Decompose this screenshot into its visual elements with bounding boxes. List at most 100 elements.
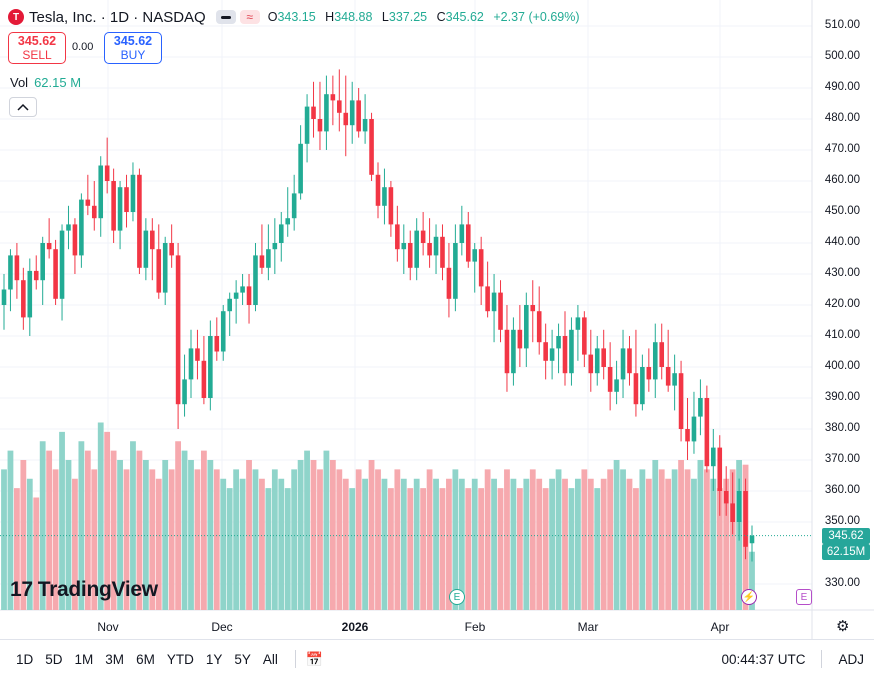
candle bbox=[536, 311, 542, 343]
volume-bar bbox=[142, 460, 149, 610]
candle bbox=[59, 230, 65, 299]
compare-icon[interactable]: ≈ bbox=[239, 10, 260, 24]
close-value: 345.62 bbox=[445, 10, 484, 24]
volume-bar bbox=[7, 450, 14, 610]
volume-bar bbox=[317, 469, 323, 610]
symbol-header: T Tesla, Inc. · 1D · NASDAQ ≈ O343.15 H3… bbox=[8, 7, 586, 27]
time-axis-label: Mar bbox=[577, 620, 599, 634]
buy-button[interactable]: 345.62 BUY bbox=[104, 32, 162, 64]
volume-bar bbox=[46, 450, 53, 610]
volume-bar bbox=[310, 460, 317, 610]
candle bbox=[401, 243, 407, 250]
volume-bar bbox=[72, 478, 78, 610]
price-axis-label: 370.00 bbox=[824, 453, 860, 465]
volume-bar bbox=[684, 469, 691, 610]
range-button-3m[interactable]: 3M bbox=[105, 651, 125, 667]
range-button-5y[interactable]: 5Y bbox=[234, 651, 251, 667]
candle bbox=[317, 119, 323, 132]
volume-bar bbox=[91, 469, 98, 610]
candle bbox=[182, 379, 187, 405]
volume-bar bbox=[465, 488, 472, 610]
volume-bar bbox=[65, 460, 72, 610]
price-axis-label: 490.00 bbox=[824, 81, 860, 93]
time-axis-label: Dec bbox=[211, 620, 233, 634]
price-chart[interactable] bbox=[0, 0, 874, 639]
volume-bar bbox=[97, 422, 104, 610]
volume-bar bbox=[639, 469, 646, 610]
volume-bar bbox=[207, 460, 214, 610]
volume-bar bbox=[678, 460, 684, 610]
candle bbox=[588, 354, 594, 374]
volume-bar bbox=[136, 450, 143, 610]
volume-bar bbox=[355, 469, 362, 610]
candle bbox=[414, 230, 419, 268]
volume-bar bbox=[26, 478, 33, 610]
settings-gear-icon[interactable]: ⚙ bbox=[836, 618, 850, 635]
candle bbox=[723, 491, 729, 504]
price-axis-label: 420.00 bbox=[824, 298, 860, 310]
candle bbox=[362, 119, 368, 132]
volume-bar bbox=[168, 469, 175, 610]
symbol-title[interactable]: Tesla, Inc. · 1D · NASDAQ bbox=[29, 8, 206, 26]
candle bbox=[201, 360, 207, 398]
volume-bar bbox=[323, 450, 330, 610]
candle bbox=[749, 535, 755, 544]
volume-bar bbox=[381, 478, 388, 610]
range-button-1d[interactable]: 1D bbox=[16, 651, 34, 667]
candle bbox=[672, 373, 677, 386]
adj-toggle[interactable]: ADJ bbox=[838, 651, 864, 667]
candle bbox=[665, 367, 671, 386]
minimize-icon[interactable] bbox=[215, 10, 236, 24]
clock[interactable]: 00:44:37 UTC bbox=[721, 651, 806, 667]
volume-bar bbox=[633, 488, 639, 610]
calendar-icon[interactable]: 📅 bbox=[305, 650, 324, 667]
volume-bar bbox=[613, 460, 620, 610]
volume-bar bbox=[458, 478, 465, 610]
volume-bar bbox=[387, 488, 394, 610]
collapse-legend-button[interactable] bbox=[9, 97, 37, 117]
candle bbox=[266, 249, 271, 268]
price-axis-label: 360.00 bbox=[824, 484, 860, 496]
volume-bar bbox=[555, 469, 562, 610]
volume-bar bbox=[117, 460, 123, 610]
price-axis-label: 450.00 bbox=[824, 205, 860, 217]
volume-bar bbox=[471, 478, 478, 610]
volume-bar bbox=[252, 469, 259, 610]
volume-bar bbox=[59, 431, 65, 610]
candle bbox=[594, 348, 600, 374]
future-earnings-event-icon[interactable]: E bbox=[796, 589, 812, 605]
price-axis-label: 400.00 bbox=[824, 360, 860, 372]
time-axis-label: Nov bbox=[97, 620, 119, 634]
candle bbox=[272, 243, 278, 250]
tradingview-watermark[interactable]: 17 TradingView bbox=[10, 578, 158, 601]
earnings-event-icon[interactable]: E bbox=[449, 589, 465, 605]
volume-bar bbox=[594, 488, 601, 610]
range-button-1m[interactable]: 1M bbox=[74, 651, 94, 667]
sell-button[interactable]: 345.62 SELL bbox=[8, 32, 66, 64]
candle bbox=[633, 373, 639, 405]
candle bbox=[104, 165, 110, 181]
candle bbox=[627, 348, 632, 374]
candle bbox=[652, 342, 658, 380]
volume-bar bbox=[516, 488, 523, 610]
volume-bar bbox=[439, 488, 446, 610]
volume-bar bbox=[691, 478, 697, 610]
volume-bar bbox=[110, 450, 117, 610]
spread-value: 0.00 bbox=[72, 41, 94, 53]
split-event-icon[interactable]: ⚡ bbox=[741, 589, 757, 605]
candle bbox=[330, 94, 336, 101]
volume-bar bbox=[155, 478, 162, 610]
range-button-all[interactable]: All bbox=[262, 651, 278, 667]
price-axis-label: 430.00 bbox=[824, 267, 860, 279]
range-button-5d[interactable]: 5D bbox=[45, 651, 63, 667]
range-button-ytd[interactable]: YTD bbox=[166, 651, 194, 667]
range-button-1y[interactable]: 1Y bbox=[205, 651, 223, 667]
candle bbox=[620, 348, 626, 380]
candle bbox=[543, 342, 548, 361]
candle bbox=[169, 243, 174, 256]
range-button-6m[interactable]: 6M bbox=[136, 651, 155, 667]
volume-bar bbox=[420, 488, 427, 610]
price-axis-label: 390.00 bbox=[824, 391, 860, 403]
volume-bar bbox=[246, 460, 252, 610]
candle bbox=[736, 491, 742, 522]
